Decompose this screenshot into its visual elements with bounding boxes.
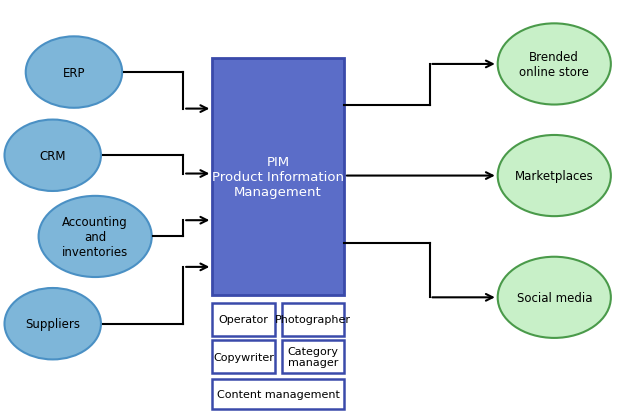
FancyBboxPatch shape <box>212 340 275 373</box>
FancyBboxPatch shape <box>282 340 344 373</box>
Text: Photographer: Photographer <box>275 314 351 325</box>
Text: ERP: ERP <box>63 66 85 79</box>
Text: PIM
Product Information
Management: PIM Product Information Management <box>212 156 344 199</box>
Ellipse shape <box>498 135 611 217</box>
Text: Accounting
and
inventories: Accounting and inventories <box>62 216 129 258</box>
FancyBboxPatch shape <box>282 303 344 336</box>
Ellipse shape <box>5 120 101 192</box>
Text: Operator: Operator <box>219 314 268 325</box>
FancyBboxPatch shape <box>212 379 344 409</box>
Text: Brended
online store: Brended online store <box>520 51 589 79</box>
Ellipse shape <box>5 288 101 360</box>
Ellipse shape <box>26 37 122 109</box>
FancyBboxPatch shape <box>212 303 275 336</box>
Text: Content management: Content management <box>217 389 340 399</box>
Text: CRM: CRM <box>39 150 66 162</box>
Text: Suppliers: Suppliers <box>25 318 80 330</box>
Text: Category
manager: Category manager <box>287 346 338 368</box>
Text: Social media: Social media <box>516 291 592 304</box>
Ellipse shape <box>498 24 611 105</box>
Text: Marketplaces: Marketplaces <box>515 170 593 183</box>
Ellipse shape <box>39 196 152 278</box>
Text: Copywriter: Copywriter <box>213 352 274 362</box>
FancyBboxPatch shape <box>212 59 344 296</box>
Ellipse shape <box>498 257 611 338</box>
